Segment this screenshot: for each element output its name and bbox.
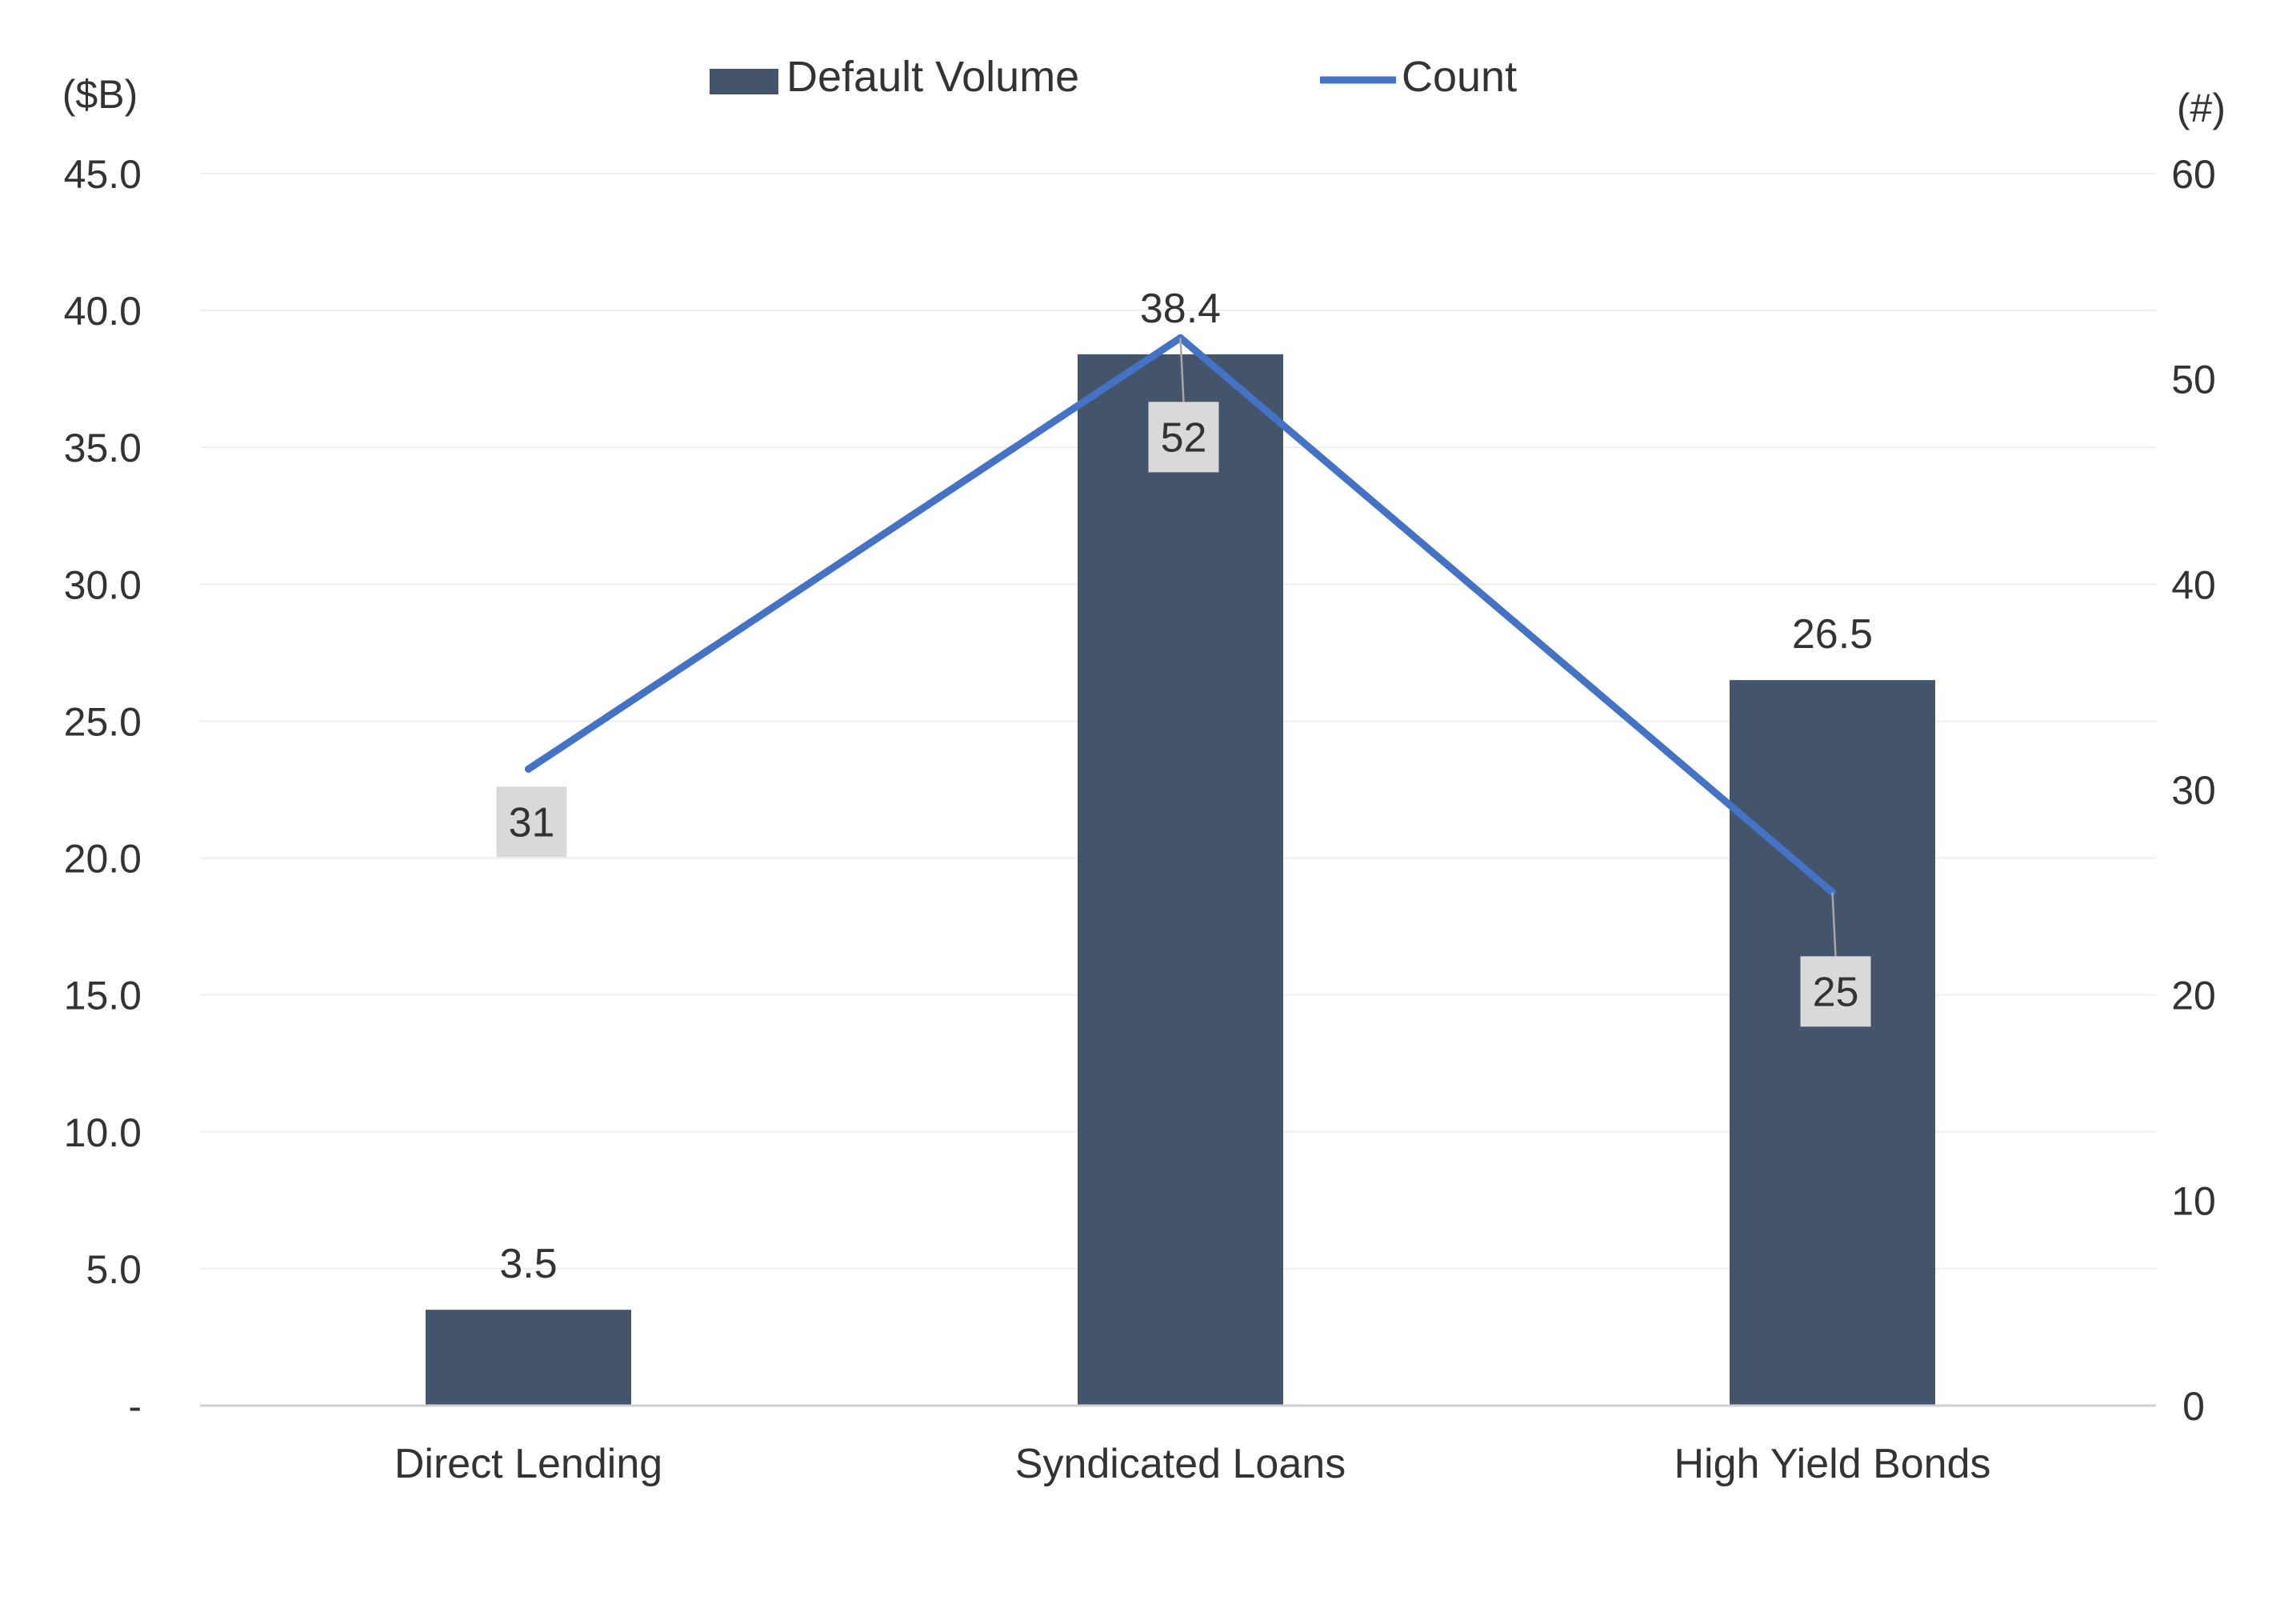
left-tick-label: 5.0 [86, 1247, 142, 1292]
category-label: Direct Lending [394, 1441, 662, 1487]
legend-swatch-default-volume [710, 69, 778, 94]
right-tick-label: 40 [2171, 562, 2216, 607]
right-tick-label: 0 [2182, 1384, 2205, 1429]
left-tick-label: 30.0 [64, 562, 142, 607]
category-label: Syndicated Loans [1015, 1441, 1346, 1487]
leader-line [1179, 338, 1185, 402]
leader-line [1831, 892, 1837, 957]
left-tick-label: 45.0 [64, 152, 142, 197]
bar-value-label: 38.4 [1140, 286, 1221, 332]
legend-label-default-volume: Default Volume [786, 53, 1079, 101]
x-axis: Direct Lending Syndicated Loans High Yield… [200, 1404, 2156, 1487]
legend-label-count: Count [1402, 53, 1517, 101]
right-tick-label: 50 [2171, 358, 2216, 402]
count-label-box [1800, 956, 1871, 1027]
count-value-label: 31 [509, 799, 555, 846]
count-value-label: 25 [1813, 969, 1859, 1015]
count-value-label: 52 [1161, 414, 1207, 461]
category-label: High Yield Bonds [1674, 1441, 1990, 1487]
right-tick-label: 30 [2171, 768, 2216, 813]
right-axis-unit: (#) [2177, 86, 2226, 130]
legend: Default Volume Count [710, 53, 1517, 101]
bar [1730, 680, 1935, 1406]
count-label-box [496, 786, 567, 858]
right-tick-label: 60 [2171, 152, 2216, 197]
left-tick-label: 20.0 [64, 837, 142, 882]
bar [1078, 354, 1283, 1406]
count-point [525, 765, 532, 773]
left-tick-label: 15.0 [64, 974, 142, 1018]
bar-value-label: 26.5 [1792, 611, 1873, 658]
right-tick-label: 10 [2171, 1178, 2216, 1223]
right-tick-label: 20 [2171, 974, 2216, 1018]
right-axis: (#) 0 10 20 30 40 50 60 [2171, 86, 2226, 1429]
left-tick-label: 25.0 [64, 699, 142, 744]
left-tick-label: - [128, 1384, 142, 1429]
bar [426, 1310, 631, 1406]
bar-value-label: 3.5 [499, 1241, 557, 1287]
default-volume-bars [426, 354, 1935, 1406]
left-tick-label: 10.0 [64, 1110, 142, 1155]
left-axis-unit: ($B) [62, 72, 138, 117]
data-labels: 3.5 38.4 26.5 31 52 25 [496, 286, 1873, 1287]
left-axis: ($B) - 5.0 10.0 15.0 20.0 25.0 30.0 35.0 40.0 45.… [62, 72, 142, 1429]
count-label-box [1148, 402, 1219, 473]
left-tick-label: 35.0 [64, 426, 142, 470]
left-tick-label: 40.0 [64, 289, 142, 334]
